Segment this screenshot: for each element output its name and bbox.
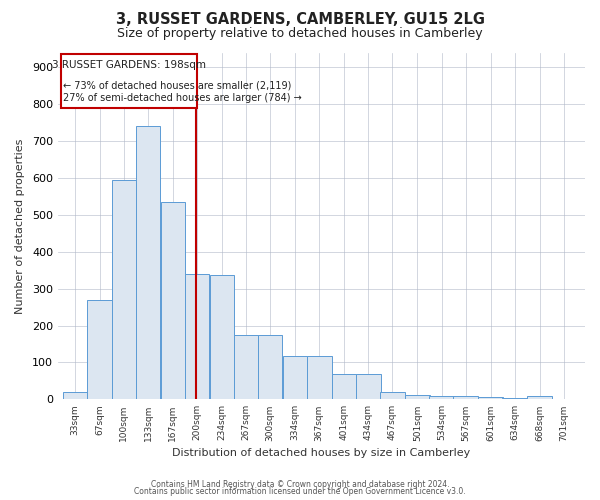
Text: Contains public sector information licensed under the Open Government Licence v3: Contains public sector information licen… [134,487,466,496]
Bar [307,356,332,400]
FancyBboxPatch shape [61,54,197,108]
Bar [527,396,552,400]
Text: Size of property relative to detached houses in Camberley: Size of property relative to detached ho… [117,28,483,40]
Bar [380,392,405,400]
Y-axis label: Number of detached properties: Number of detached properties [15,138,25,314]
Bar [332,374,356,400]
Bar [88,300,112,400]
Bar [185,274,209,400]
Bar [283,356,307,400]
Text: ← 73% of detached houses are smaller (2,119): ← 73% of detached houses are smaller (2,… [63,80,292,90]
Bar [161,202,185,400]
Bar [136,126,160,400]
Text: 27% of semi-detached houses are larger (784) →: 27% of semi-detached houses are larger (… [63,92,302,102]
Bar [258,335,283,400]
Bar [454,396,478,400]
Bar [478,398,503,400]
Bar [405,394,430,400]
Bar [209,274,234,400]
Bar [234,335,259,400]
Bar [356,374,380,400]
Bar [62,392,87,400]
Bar [112,180,136,400]
X-axis label: Distribution of detached houses by size in Camberley: Distribution of detached houses by size … [172,448,470,458]
Bar [502,398,527,400]
Text: 3, RUSSET GARDENS, CAMBERLEY, GU15 2LG: 3, RUSSET GARDENS, CAMBERLEY, GU15 2LG [115,12,485,28]
Bar [429,396,454,400]
Text: Contains HM Land Registry data © Crown copyright and database right 2024.: Contains HM Land Registry data © Crown c… [151,480,449,489]
Text: 3 RUSSET GARDENS: 198sqm: 3 RUSSET GARDENS: 198sqm [52,60,206,70]
